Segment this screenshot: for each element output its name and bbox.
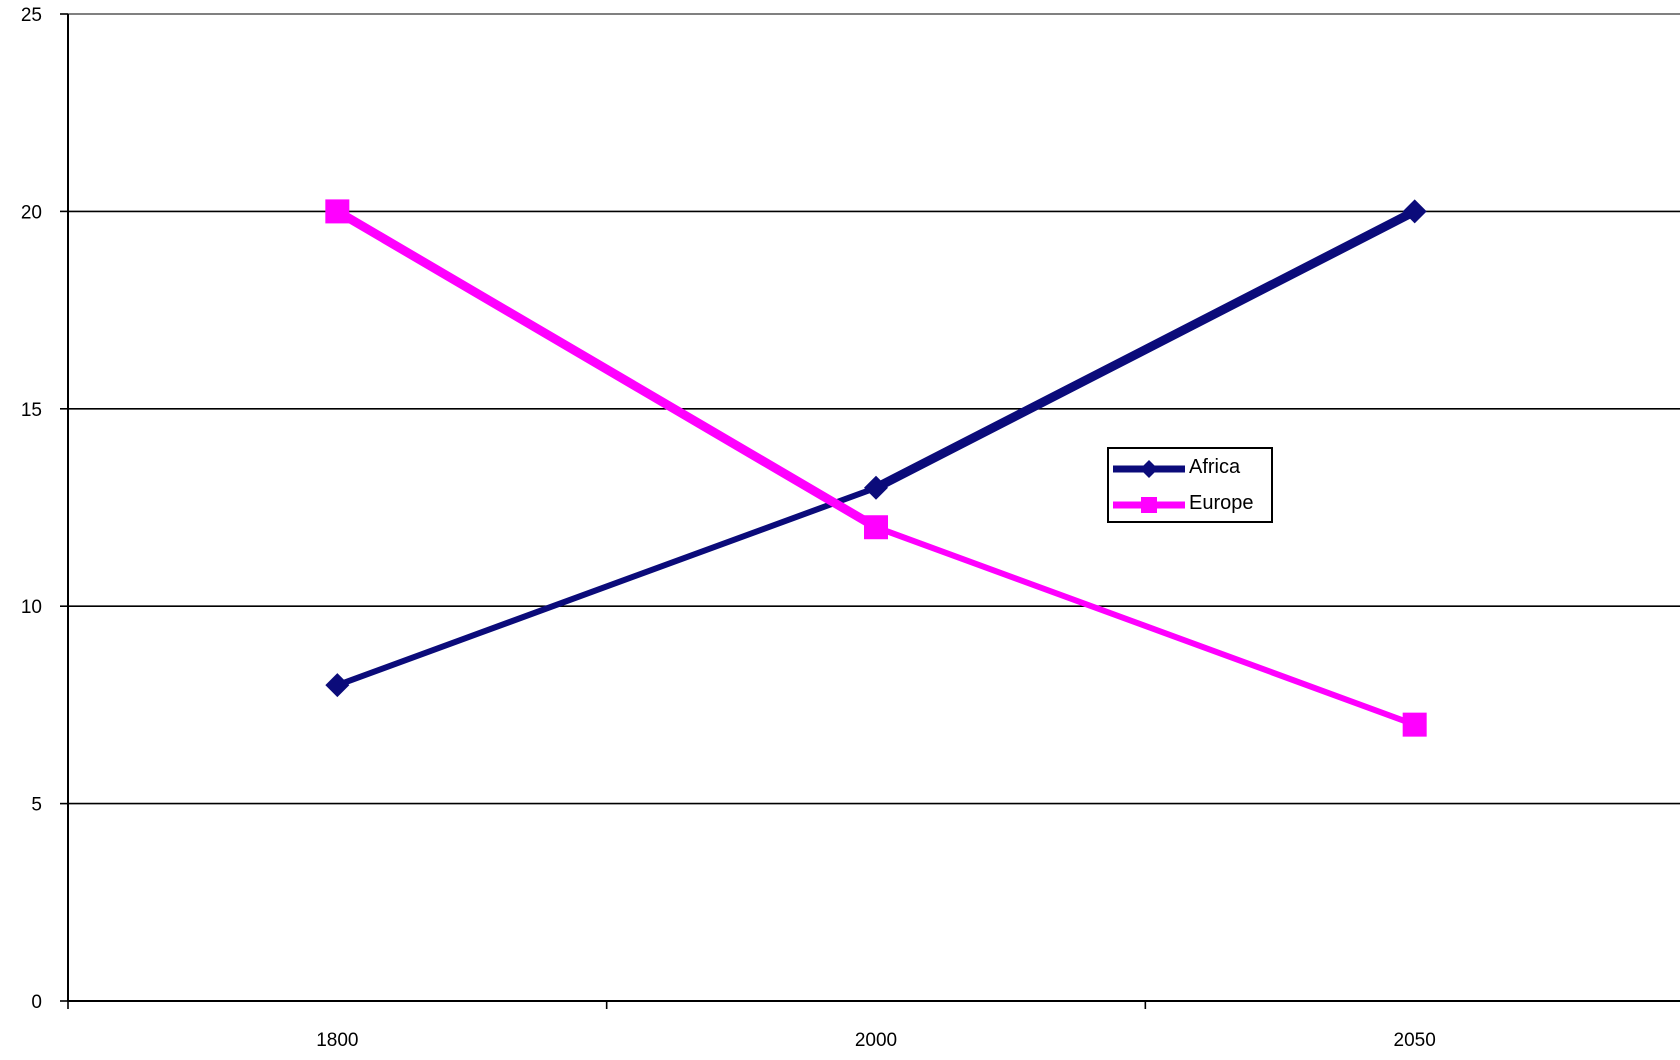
y-tick-label: 5 [31,795,42,816]
data-point-africa-2000 [864,475,889,500]
gridlines [68,13,1680,805]
data-point-africa-1800 [325,673,350,698]
legend-swatch-europe [1113,497,1185,513]
diamond-marker-icon [1140,460,1158,478]
series-line-africa-segment-0 [334,484,880,689]
tick-labels: 0 5 10 15 20 25 1800 2000 2050 [21,5,1436,1051]
x-tick-label: 1800 [316,1030,358,1051]
series-lines [325,199,1427,737]
data-point-europe-2000 [864,515,889,540]
legend: Africa Europe [1107,447,1273,523]
y-tick-label: 25 [21,5,42,26]
legend-item-europe: Europe [1109,487,1271,523]
legend-label-africa: Africa [1189,456,1241,478]
data-point-africa-2050 [1402,199,1427,224]
series-line-europe-segment-0 [332,206,881,532]
y-tick-label: 10 [21,597,42,618]
y-tick-label: 20 [21,202,42,223]
legend-swatch-africa [1113,460,1185,478]
x-tick-label: 2000 [855,1030,897,1051]
x-tick-label: 2050 [1394,1030,1436,1051]
square-marker-icon [1141,497,1157,513]
series-line-europe-segment-1 [873,524,1418,728]
legend-label-europe: Europe [1189,492,1254,514]
y-tick-label: 0 [31,992,42,1013]
data-point-europe-1800 [325,199,350,224]
data-point-europe-2050 [1402,712,1427,737]
y-tick-label: 15 [21,400,42,421]
series-line-africa-segment-1 [871,206,1420,493]
axes [60,13,1680,1009]
legend-item-africa: Africa [1109,451,1271,487]
